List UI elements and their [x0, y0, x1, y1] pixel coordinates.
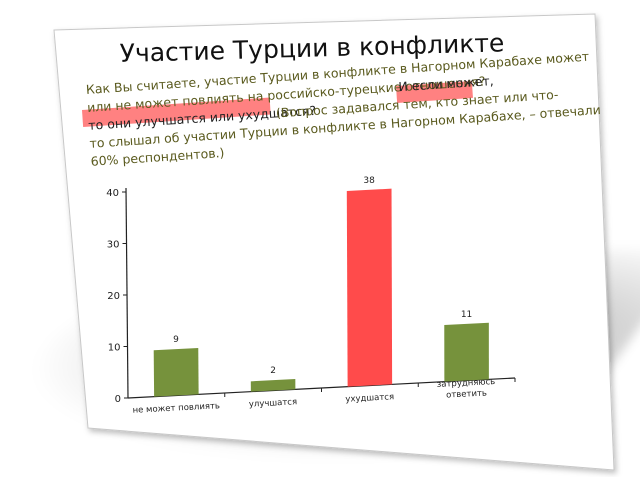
category-label: не может повлиять: [132, 401, 220, 416]
y-tick-label: 20: [107, 291, 120, 302]
question-line-2b: И если может,: [398, 73, 494, 94]
bar-chart: 0 10 20 30 40 9 не может повлиять 2 улучшатся 38 у…: [106, 176, 516, 416]
highlight-box-2: [81, 97, 271, 127]
category-label-line: ухудшатся: [345, 392, 394, 405]
highlight-box-1: [396, 80, 473, 103]
category-label: ухудшатся: [345, 392, 394, 405]
y-tick-label: 40: [106, 188, 119, 199]
bar-value-label: 11: [461, 310, 472, 320]
category-label-line: ответить: [446, 388, 487, 400]
bar-3: [346, 188, 393, 387]
bar-value-label: 2: [270, 366, 276, 376]
bar-2: [250, 379, 296, 392]
y-tick-label: 0: [115, 394, 121, 405]
category-label-line: улучшатся: [249, 397, 298, 410]
bar-1: [153, 348, 199, 397]
y-tick-label: 30: [107, 240, 120, 251]
y-axis: [125, 187, 129, 399]
category-label: затрудняюсьответить: [437, 377, 497, 401]
bar-value-label: 38: [363, 176, 375, 186]
category-label-line: не может повлиять: [132, 401, 220, 416]
bar-4: [444, 322, 489, 382]
category-label-line: затрудняюсь: [437, 377, 496, 390]
bar-value-label: 9: [173, 335, 179, 345]
y-tick-label: 10: [108, 343, 121, 354]
category-label: улучшатся: [249, 397, 298, 410]
